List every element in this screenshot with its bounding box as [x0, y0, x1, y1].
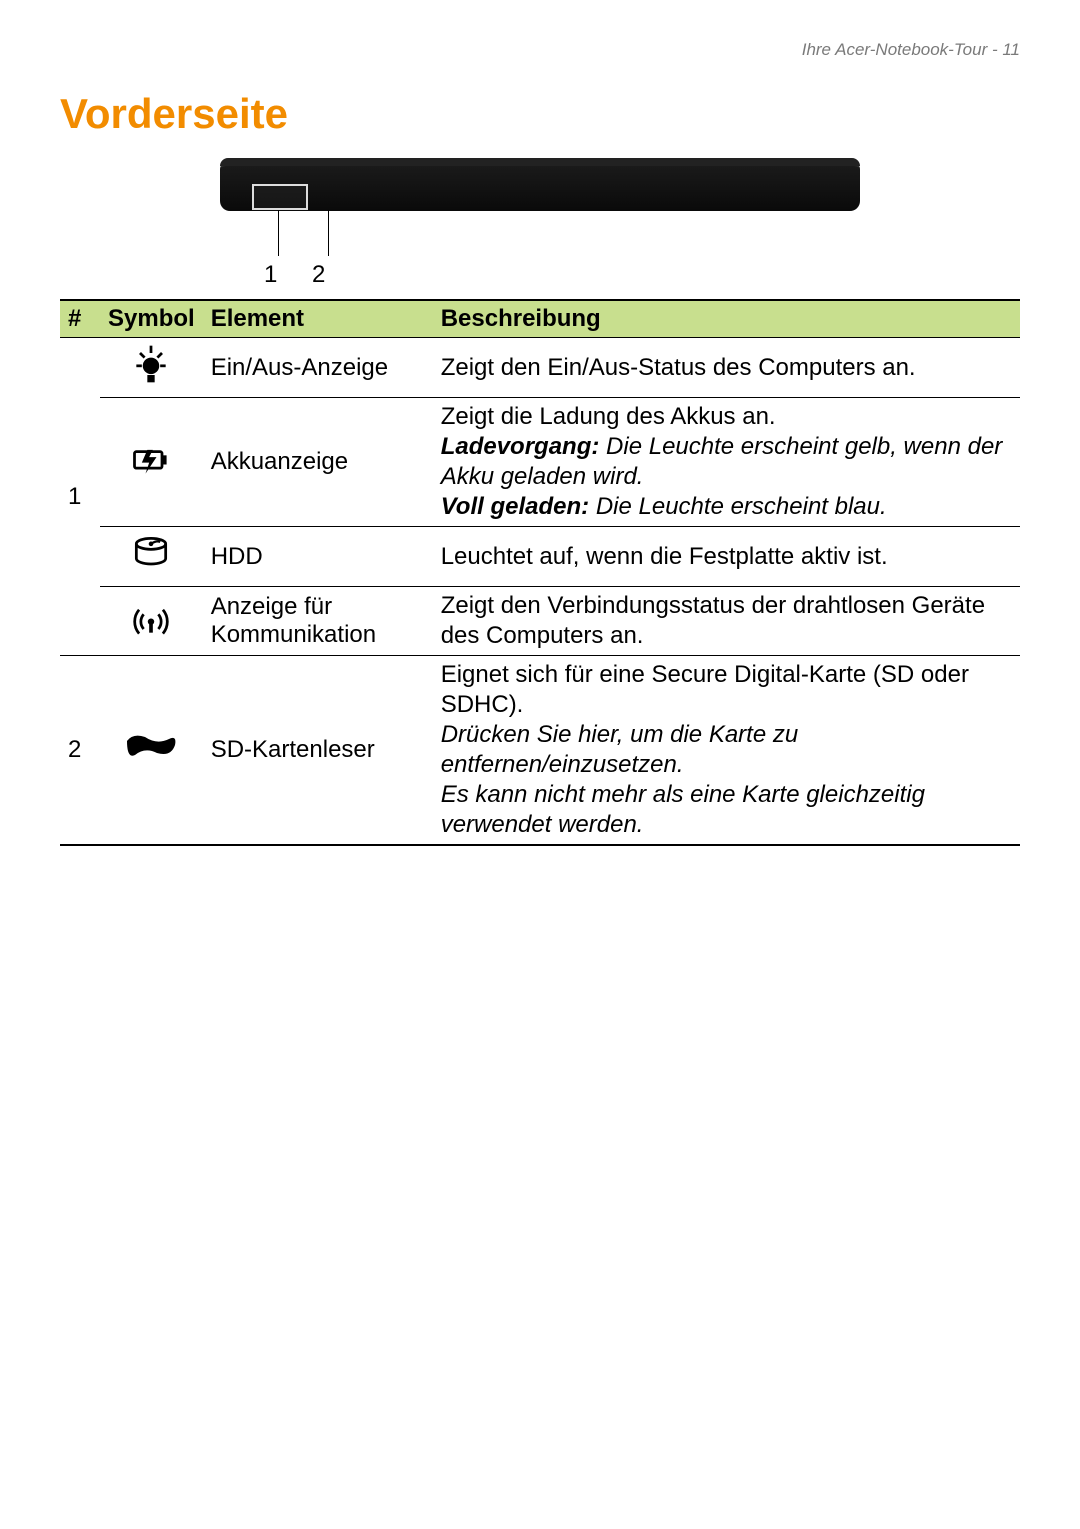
- desc-text: Drücken Sie hier, um die Karte zu entfer…: [441, 720, 1012, 780]
- callout-number-2: 2: [312, 261, 325, 289]
- table-header-row: # Symbol Element Beschreibung: [60, 300, 1020, 338]
- symbol-cell: [100, 398, 203, 527]
- element-description: Zeigt den Verbindungsstatus der drahtlos…: [433, 587, 1020, 656]
- symbol-cell: [100, 587, 203, 656]
- desc-text: Zeigt den Ein/Aus-Status des Computers a…: [441, 353, 1012, 383]
- callout-number-1: 1: [264, 261, 277, 289]
- element-description: Zeigt den Ein/Aus-Status des Computers a…: [433, 338, 1020, 398]
- hdd-indicator-icon: [129, 531, 173, 575]
- wireless-indicator-icon: [129, 596, 173, 640]
- front-view-diagram: 1 2: [60, 163, 1020, 289]
- desc-text: Es kann nicht mehr als eine Karte gleich…: [441, 780, 1012, 840]
- laptop-front-illustration: [220, 163, 860, 211]
- desc-text: Leuchtet auf, wenn die Festplatte aktiv …: [441, 542, 1012, 572]
- header-symbol: Symbol: [100, 300, 203, 338]
- table-row: 1 Ein/Aus-Anzeige Zeigt den Ein/Aus-St: [60, 338, 1020, 398]
- element-name: Ein/Aus-Anzeige: [203, 338, 433, 398]
- table-row: Akkuanzeige Zeigt die Ladung des Akkus a…: [60, 398, 1020, 527]
- leader-line-1: [278, 210, 279, 256]
- header-num: #: [60, 300, 100, 338]
- table-row: 2 SD-Kartenleser Eignet sich für eine Se…: [60, 656, 1020, 846]
- element-name: HDD: [203, 527, 433, 587]
- symbol-cell: [100, 527, 203, 587]
- power-indicator-icon: [129, 342, 173, 386]
- desc-bold: Voll geladen:: [441, 493, 589, 520]
- desc-text: Voll geladen: Die Leuchte erscheint blau…: [441, 492, 1012, 522]
- running-header: Ihre Acer-Notebook-Tour - 11: [60, 40, 1020, 60]
- callout-numbers: 1 2: [220, 261, 860, 289]
- element-name: Akkuanzeige: [203, 398, 433, 527]
- desc-text: Zeigt die Ladung des Akkus an.: [441, 402, 1012, 432]
- element-name: SD-Kartenleser: [203, 656, 433, 846]
- symbol-cell: [100, 656, 203, 846]
- desc-text: Zeigt den Verbindungsstatus der drahtlos…: [441, 591, 1012, 651]
- element-name: Anzeige für Kommunikation: [203, 587, 433, 656]
- spec-table: # Symbol Element Beschreibung 1: [60, 299, 1020, 846]
- section-title: Vorderseite: [60, 90, 1020, 138]
- group-number-2: 2: [60, 656, 100, 846]
- desc-italic: Die Leuchte erscheint blau.: [589, 493, 887, 520]
- header-element: Element: [203, 300, 433, 338]
- table-row: HDD Leuchtet auf, wenn die Festplatte ak…: [60, 527, 1020, 587]
- element-description: Zeigt die Ladung des Akkus an. Ladevorga…: [433, 398, 1020, 527]
- callout-highlight-box: [252, 184, 308, 210]
- leader-line-2: [328, 210, 329, 256]
- group-number-1: 1: [60, 338, 100, 656]
- header-description: Beschreibung: [433, 300, 1020, 338]
- battery-indicator-icon: [129, 437, 173, 481]
- element-description: Leuchtet auf, wenn die Festplatte aktiv …: [433, 527, 1020, 587]
- desc-text: Eignet sich für eine Secure Digital-Kart…: [441, 660, 1012, 720]
- element-description: Eignet sich für eine Secure Digital-Kart…: [433, 656, 1020, 846]
- table-row: Anzeige für Kommunikation Zeigt den Verb…: [60, 587, 1020, 656]
- desc-bold: Ladevorgang:: [441, 433, 600, 460]
- sd-card-icon: [123, 731, 179, 763]
- desc-text: Ladevorgang: Die Leuchte erscheint gelb,…: [441, 432, 1012, 492]
- symbol-cell: [100, 338, 203, 398]
